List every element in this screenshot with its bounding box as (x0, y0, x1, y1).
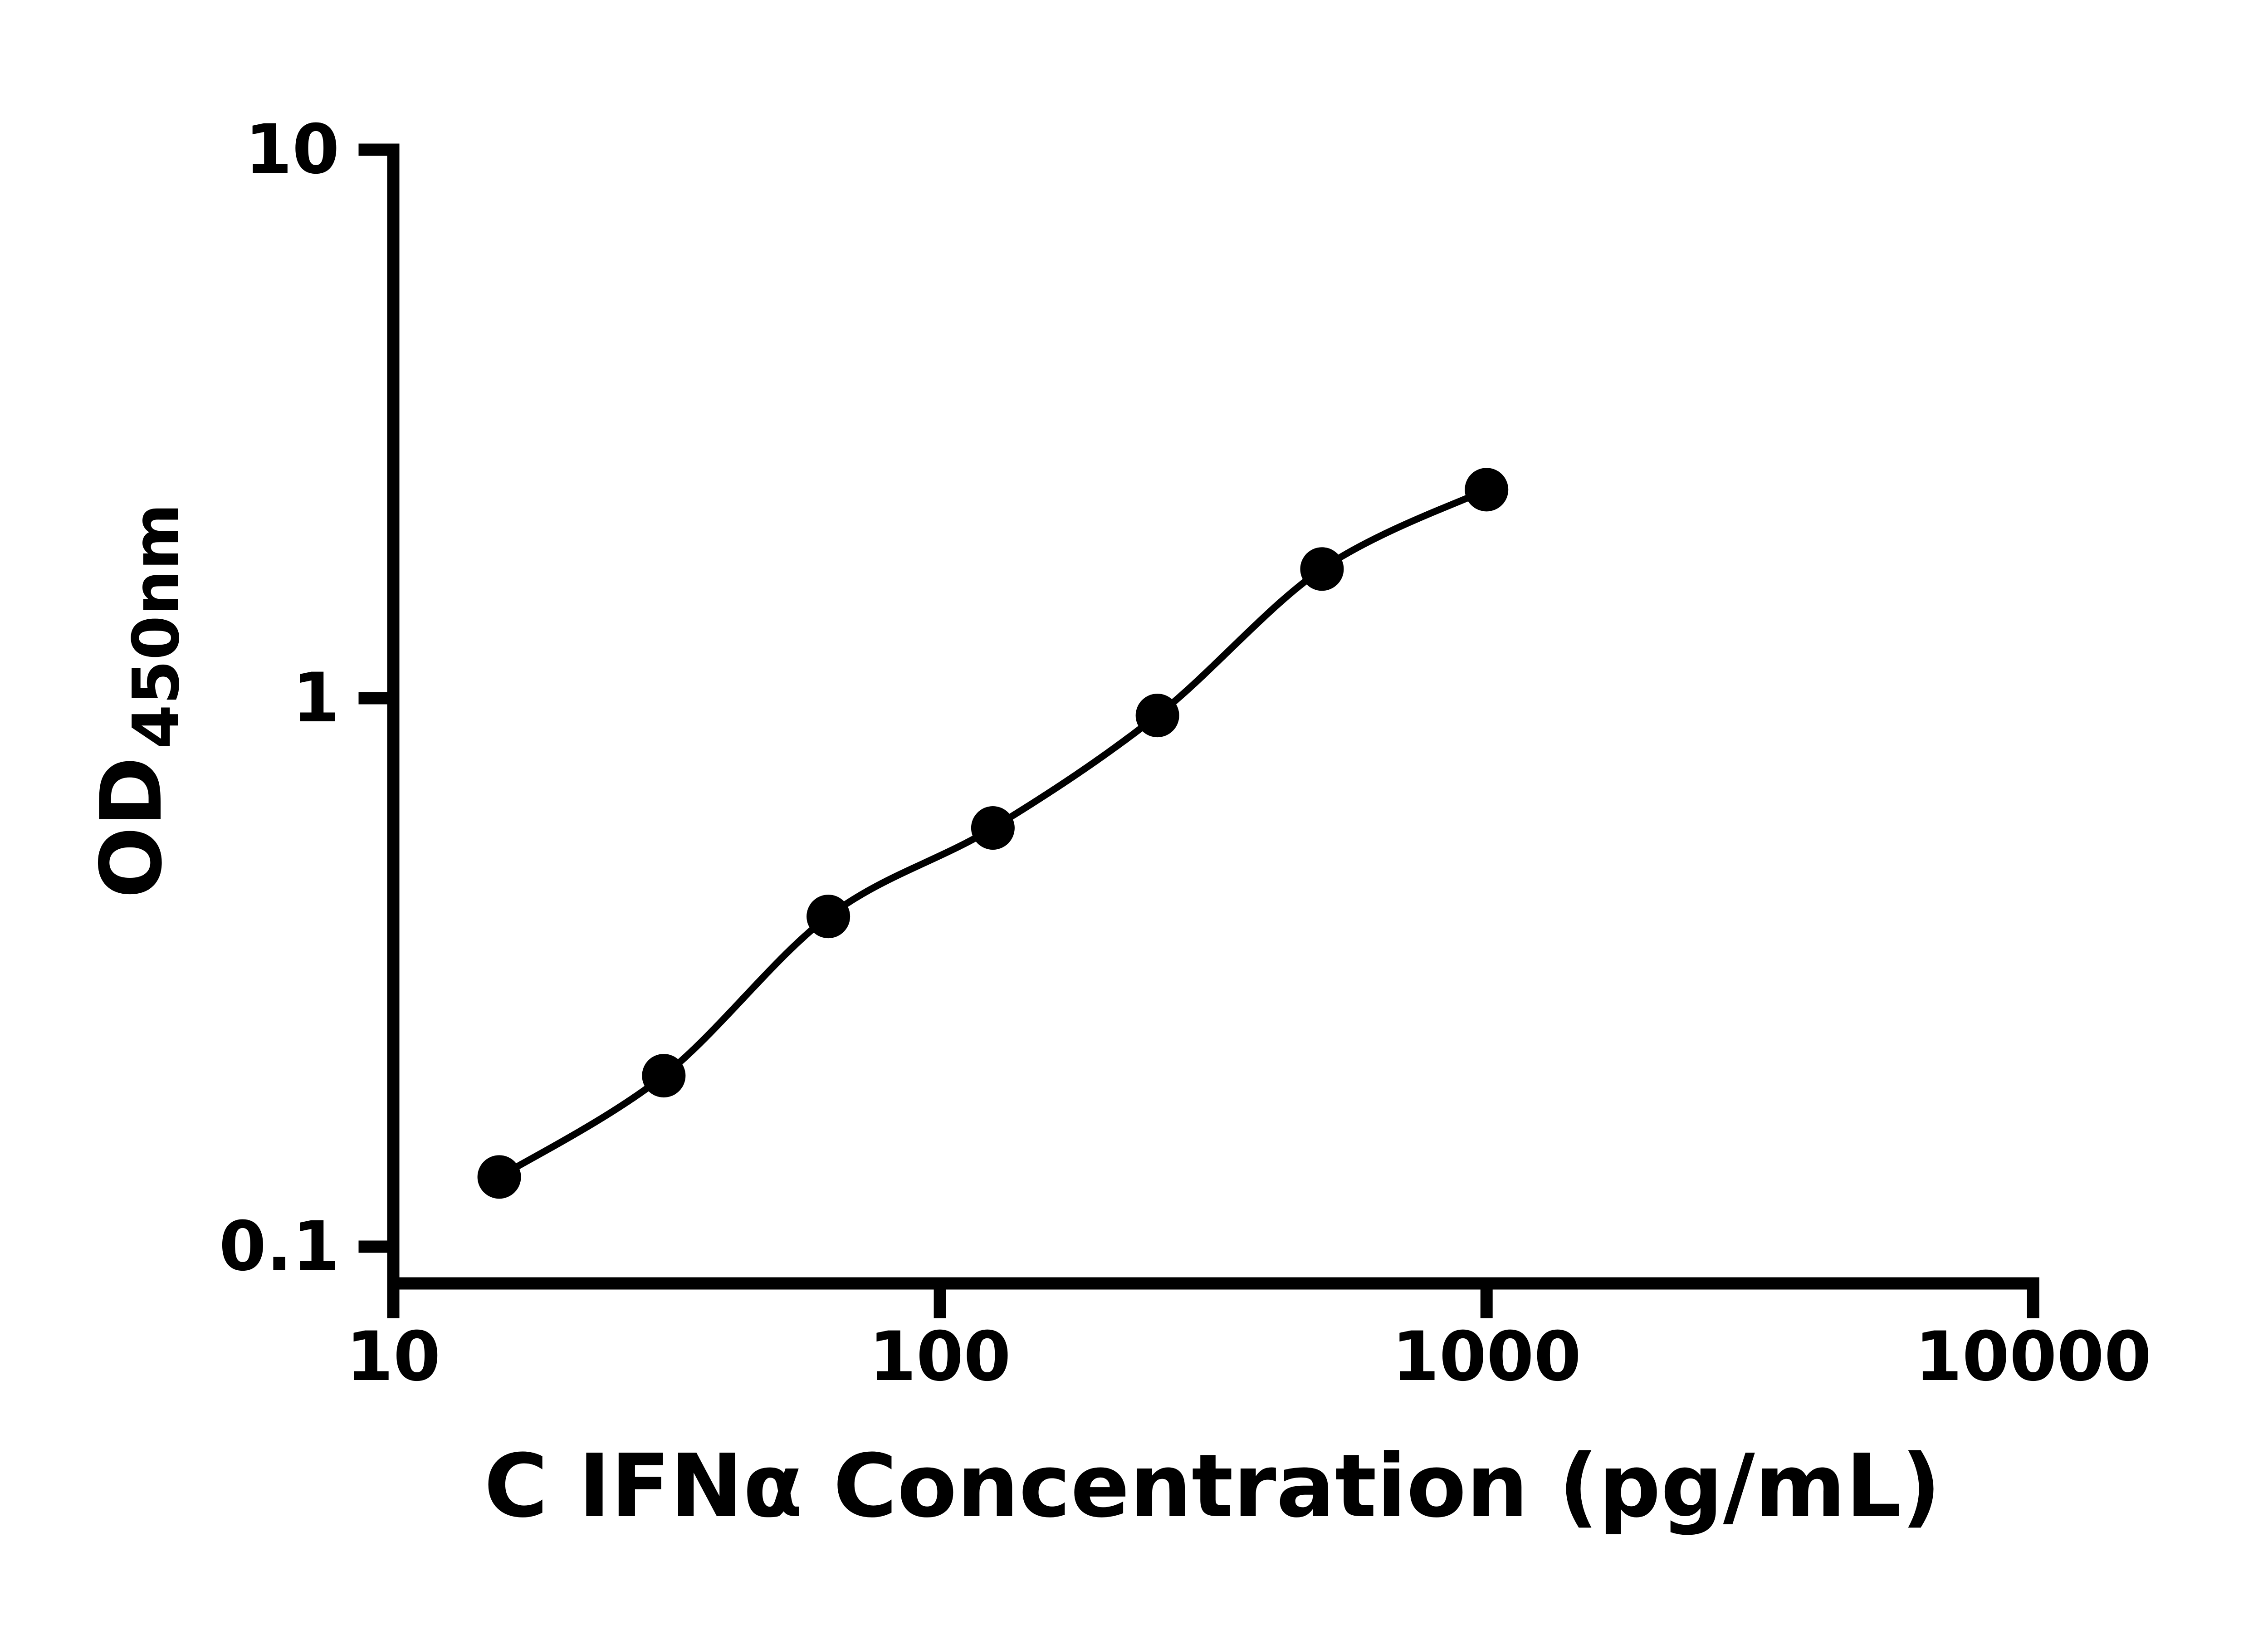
data-point (807, 895, 850, 939)
data-point (477, 1155, 521, 1199)
y-axis-title: OD 450nm (82, 504, 194, 899)
ticks-layer: 10 100 1000 10000 0.1 1 10 (219, 110, 2151, 1396)
series-layer (477, 468, 1509, 1199)
x-tick-label: 100 (869, 1317, 1011, 1396)
y-tick-label: 10 (245, 110, 340, 189)
x-tick-label: 10000 (1915, 1317, 2151, 1396)
axes-layer (387, 143, 2039, 1290)
y-axis-title-subscript: 450nm (119, 504, 194, 749)
y-tick-label: 0.1 (219, 1207, 340, 1286)
y-axis-title-main: OD (82, 757, 181, 899)
y-tick-label: 1 (292, 659, 339, 738)
data-point (1135, 694, 1179, 738)
data-point (642, 1054, 686, 1098)
data-point (1300, 547, 1344, 591)
x-tick-label: 10 (346, 1317, 441, 1396)
x-axis-title: C IFNα Concentration (pg/mL) (484, 1436, 1941, 1537)
data-point (971, 806, 1015, 850)
x-tick-label: 1000 (1392, 1317, 1581, 1396)
data-point (1465, 468, 1509, 512)
